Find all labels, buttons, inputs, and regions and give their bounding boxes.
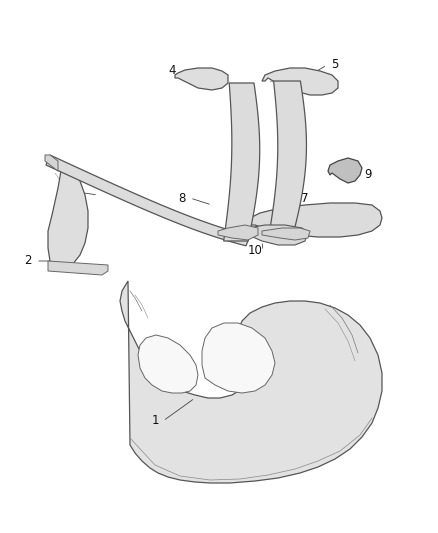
- PathPatch shape: [328, 158, 362, 183]
- PathPatch shape: [48, 261, 108, 275]
- PathPatch shape: [120, 281, 382, 483]
- Text: 6: 6: [364, 205, 372, 217]
- PathPatch shape: [218, 225, 258, 240]
- PathPatch shape: [268, 81, 307, 241]
- PathPatch shape: [248, 203, 382, 237]
- PathPatch shape: [46, 155, 250, 246]
- PathPatch shape: [175, 68, 228, 90]
- Text: 10: 10: [247, 245, 262, 257]
- PathPatch shape: [224, 83, 260, 241]
- PathPatch shape: [45, 155, 58, 171]
- PathPatch shape: [138, 335, 198, 393]
- PathPatch shape: [242, 225, 308, 245]
- PathPatch shape: [262, 68, 338, 95]
- PathPatch shape: [202, 323, 275, 393]
- Text: 1: 1: [151, 415, 159, 427]
- Text: 7: 7: [301, 191, 309, 205]
- Text: 3: 3: [58, 184, 66, 198]
- Text: 4: 4: [168, 64, 176, 77]
- Text: 9: 9: [364, 168, 372, 182]
- Text: 5: 5: [331, 59, 339, 71]
- Text: 2: 2: [24, 254, 32, 268]
- PathPatch shape: [262, 228, 310, 240]
- PathPatch shape: [48, 165, 88, 271]
- Text: 8: 8: [178, 191, 186, 205]
